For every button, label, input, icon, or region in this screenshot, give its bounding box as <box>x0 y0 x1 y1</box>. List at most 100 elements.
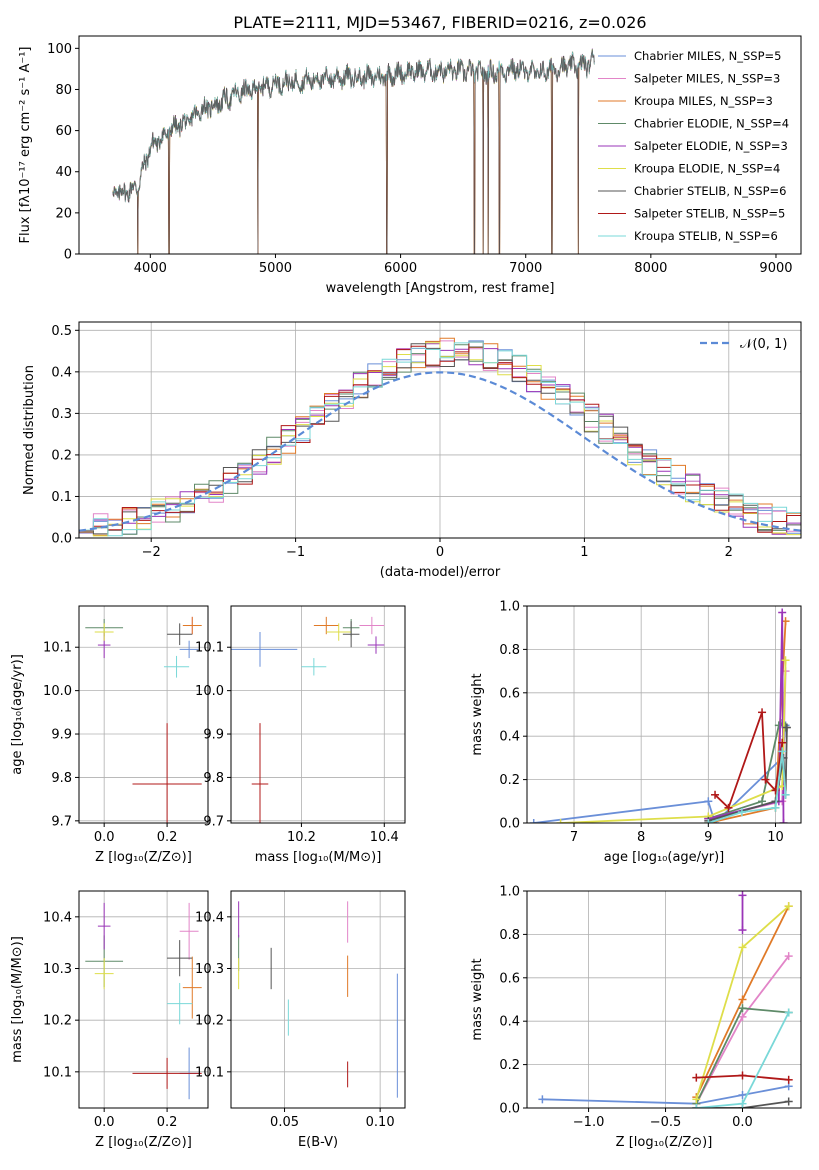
y-tick-label: 10.2 <box>195 1014 224 1029</box>
legend-entry: Chabrier STELIB, N_SSP=6 <box>634 184 786 198</box>
spectrum-series-line <box>112 50 595 254</box>
x-tick-label: 0.2 <box>157 1115 178 1130</box>
mass-weight-series <box>714 712 784 810</box>
x-axis-label: wavelength [Angstrom, rest frame] <box>326 281 555 296</box>
x-tick-label: 0.2 <box>157 830 178 845</box>
mass-weight-vs-age-axes-frame <box>526 605 802 824</box>
x-axis-label: E(B-V) <box>298 1135 338 1150</box>
mass-weight-series <box>542 1085 789 1105</box>
x-tick-label: −1.0 <box>573 1115 605 1130</box>
legend-entry: Kroupa STELIB, N_SSP=6 <box>634 229 778 243</box>
legend-entry: Salpeter ELODIE, N_SSP=3 <box>634 139 788 153</box>
spectrum-series-line <box>112 48 595 254</box>
y-tick-label: 0.3 <box>51 407 72 422</box>
mass-vs-Z-errorbars <box>85 902 202 1100</box>
age-vs-Z-gridlines <box>79 606 208 823</box>
spectrum-axes-frame <box>78 35 802 255</box>
y-tick-label: 9.9 <box>203 728 224 743</box>
y-axis-label: Flux [fλ10⁻¹⁷ erg cm⁻² s⁻¹ A⁻¹] <box>18 47 33 244</box>
mass-vs-EBV-axes-frame <box>230 890 406 1109</box>
mass-weight-series <box>560 660 787 823</box>
y-tick-label: 0.0 <box>499 1102 520 1117</box>
chart-title: PLATE=2111, MJD=53467, FIBERID=0216, z=0… <box>233 13 646 32</box>
x-tick-label: 9000 <box>759 261 792 276</box>
x-tick-label: −2 <box>142 545 161 560</box>
legend-entry: Salpeter MILES, N_SSP=3 <box>634 72 780 86</box>
y-tick-label: 0.5 <box>51 324 72 339</box>
x-tick-label: 4000 <box>134 261 167 276</box>
legend-entry: Chabrier ELODIE, N_SSP=4 <box>634 117 789 131</box>
x-tick-label: 0.0 <box>94 1115 115 1130</box>
age-vs-mass-gridlines <box>231 606 405 823</box>
x-tick-label: 0.0 <box>94 830 115 845</box>
y-tick-label: 1.0 <box>499 885 520 900</box>
histogram-series <box>79 341 801 533</box>
x-tick-label: 9 <box>704 830 712 845</box>
spectrum-lines <box>112 48 595 254</box>
x-axis-label: Z [log₁₀(Z/Z⊙)] <box>95 850 192 865</box>
y-tick-label: 0.4 <box>499 1015 520 1030</box>
x-tick-label: 10 <box>767 830 784 845</box>
y-tick-label: 0.2 <box>499 1058 520 1073</box>
y-tick-label: 9.8 <box>203 771 224 786</box>
y-tick-label: 40 <box>55 165 72 180</box>
y-tick-label: 10.3 <box>195 962 224 977</box>
x-tick-label: 10.2 <box>287 830 316 845</box>
x-axis-label: (data-model)/error <box>380 565 501 580</box>
y-axis-label: mass weight <box>470 958 485 1040</box>
y-tick-label: 0.6 <box>499 686 520 701</box>
y-tick-label: 0.8 <box>499 928 520 943</box>
y-tick-label: 10.2 <box>43 1014 72 1029</box>
y-axis-label: mass weight <box>470 673 485 755</box>
y-tick-label: 0.0 <box>51 532 72 547</box>
mass-vs-EBV-errorbars <box>238 901 398 1098</box>
y-tick-label: 0.0 <box>499 817 520 832</box>
y-tick-label: 100 <box>47 42 72 57</box>
age-vs-Z-errorbars <box>85 616 202 823</box>
y-tick-label: 20 <box>55 206 72 221</box>
y-tick-label: 9.7 <box>51 814 72 829</box>
y-axis-label: mass [log₁₀(M/M⊙)] <box>10 936 25 1063</box>
y-tick-label: 10.0 <box>43 684 72 699</box>
legend-entry: 𝒩(0, 1) <box>740 337 787 352</box>
y-tick-label: 10.1 <box>195 641 224 656</box>
legend-entry: Salpeter STELIB, N_SSP=5 <box>634 207 785 221</box>
y-tick-label: 10.4 <box>195 910 224 925</box>
x-tick-label: 0 <box>436 545 444 560</box>
x-tick-label: 8000 <box>634 261 667 276</box>
y-tick-label: 0.2 <box>51 448 72 463</box>
mass-weight-series <box>708 612 785 823</box>
y-tick-label: 10.0 <box>195 684 224 699</box>
age-vs-Z-axes-frame <box>78 605 209 824</box>
x-axis-label: mass [log₁₀(M/M⊙)] <box>255 850 382 865</box>
y-tick-label: 10.4 <box>43 910 72 925</box>
age-vs-mass-errorbars <box>231 616 385 823</box>
y-axis-label: Normed distribution <box>22 365 37 495</box>
y-tick-label: 10.1 <box>43 641 72 656</box>
normal-reference-curve <box>79 371 801 532</box>
legend-entry: Kroupa MILES, N_SSP=3 <box>634 94 773 108</box>
age-vs-mass-axes-frame <box>230 605 406 824</box>
mass-weight-vs-Z-lines <box>538 891 793 1108</box>
y-tick-label: 0.8 <box>499 643 520 658</box>
x-tick-label: 0.10 <box>366 1115 395 1130</box>
mass-weight-vs-Z-gridlines <box>527 890 801 1109</box>
mass-vs-Z-axes-frame <box>78 890 209 1109</box>
legend-entry: Kroupa ELODIE, N_SSP=4 <box>634 162 780 176</box>
y-tick-label: 9.8 <box>51 771 72 786</box>
y-tick-label: 0.6 <box>499 971 520 986</box>
x-tick-label: 7000 <box>509 261 542 276</box>
x-tick-label: 7 <box>570 830 578 845</box>
y-tick-label: 10.1 <box>195 1065 224 1080</box>
x-tick-label: −1 <box>286 545 305 560</box>
x-tick-label: 6000 <box>384 261 417 276</box>
x-tick-label: 0.0 <box>732 1115 753 1130</box>
y-tick-label: 0.4 <box>51 365 72 380</box>
x-tick-label: −0.5 <box>650 1115 682 1130</box>
mass-vs-EBV-gridlines <box>231 891 405 1108</box>
y-axis-label: age [log₁₀(age/yr)] <box>10 654 25 775</box>
y-tick-label: 0 <box>64 248 72 263</box>
x-tick-label: 10.4 <box>370 830 399 845</box>
x-axis-label: Z [log₁₀(Z/Z⊙)] <box>616 1135 713 1150</box>
